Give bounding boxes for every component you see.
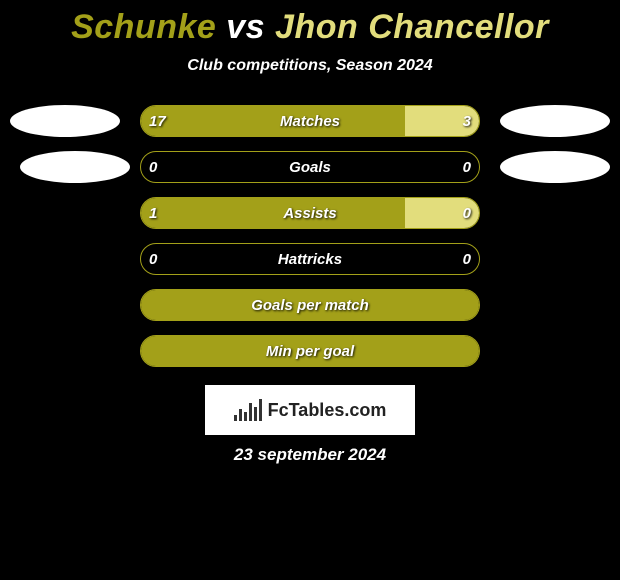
player1-name: Schunke bbox=[71, 8, 216, 46]
stat-row: 10Assists bbox=[0, 197, 620, 229]
bar-track: 00Hattricks bbox=[140, 243, 480, 275]
stat-row: Min per goal bbox=[0, 335, 620, 367]
stat-label: Matches bbox=[141, 106, 479, 136]
bar-track: Goals per match bbox=[140, 289, 480, 321]
stat-label: Goals per match bbox=[141, 290, 479, 320]
fctables-logo: FcTables.com bbox=[205, 385, 415, 435]
stat-row: 00Goals bbox=[0, 151, 620, 183]
stat-label: Goals bbox=[141, 152, 479, 182]
stat-label: Min per goal bbox=[141, 336, 479, 366]
player2-name: Jhon Chancellor bbox=[275, 8, 549, 46]
stat-label: Hattricks bbox=[141, 244, 479, 274]
date-text: 23 september 2024 bbox=[0, 445, 620, 465]
bar-track: 10Assists bbox=[140, 197, 480, 229]
stat-row: 173Matches bbox=[0, 105, 620, 137]
stat-row: 00Hattricks bbox=[0, 243, 620, 275]
vs-text: vs bbox=[226, 8, 265, 46]
bar-track: Min per goal bbox=[140, 335, 480, 367]
logo-bars-icon bbox=[234, 399, 262, 421]
stat-label: Assists bbox=[141, 198, 479, 228]
stat-row: Goals per match bbox=[0, 289, 620, 321]
subtitle: Club competitions, Season 2024 bbox=[0, 57, 620, 75]
bar-track: 00Goals bbox=[140, 151, 480, 183]
bar-track: 173Matches bbox=[140, 105, 480, 137]
logo-text: FcTables.com bbox=[268, 400, 387, 421]
comparison-title: Schunke vs Jhon Chancellor bbox=[0, 0, 620, 47]
stats-chart: 173Matches 00Goals 10Assists 00Hattricks Goa… bbox=[0, 105, 620, 465]
